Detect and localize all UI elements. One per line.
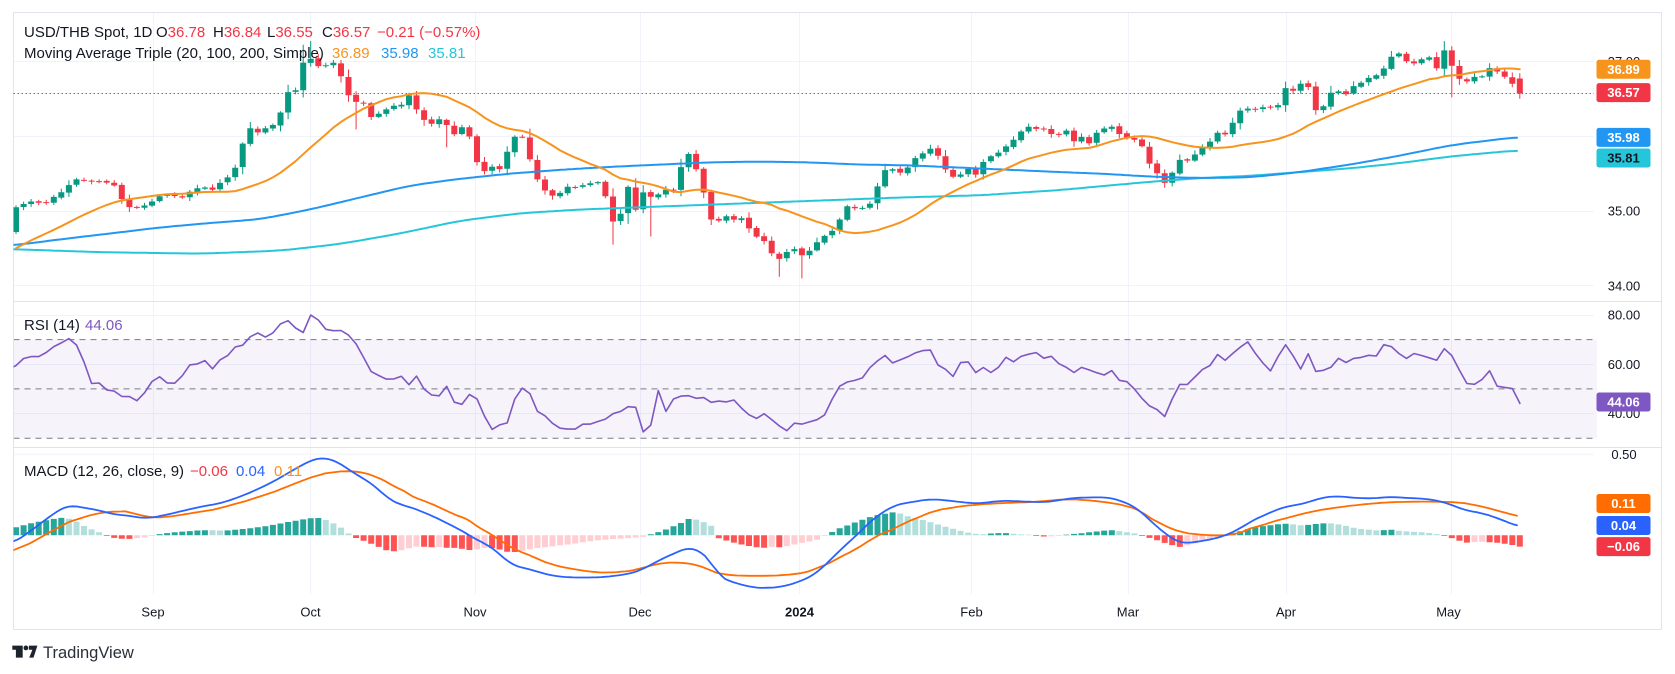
svg-text:35.98: 35.98 bbox=[1607, 130, 1640, 145]
svg-text:Nov: Nov bbox=[463, 605, 487, 620]
svg-text:USD/THB Spot, 1D: USD/THB Spot, 1D bbox=[24, 24, 153, 41]
svg-text:0.11: 0.11 bbox=[274, 463, 302, 480]
svg-text:35.81: 35.81 bbox=[428, 45, 466, 62]
svg-text:Oct: Oct bbox=[300, 605, 321, 620]
svg-text:44.06: 44.06 bbox=[1607, 395, 1640, 410]
svg-text:44.06: 44.06 bbox=[85, 317, 123, 334]
svg-text:H36.84: H36.84 bbox=[213, 24, 261, 41]
svg-text:35.81: 35.81 bbox=[1607, 151, 1640, 166]
svg-text:−0.06: −0.06 bbox=[190, 463, 228, 480]
svg-text:May: May bbox=[1436, 605, 1461, 620]
svg-text:80.00: 80.00 bbox=[1608, 308, 1641, 323]
svg-text:RSI (14): RSI (14) bbox=[24, 317, 80, 334]
svg-text:60.00: 60.00 bbox=[1608, 357, 1641, 372]
svg-text:36.89: 36.89 bbox=[1607, 62, 1640, 77]
svg-text:Apr: Apr bbox=[1276, 605, 1297, 620]
svg-text:2024: 2024 bbox=[785, 605, 815, 620]
svg-text:MACD (12, 26, close, 9): MACD (12, 26, close, 9) bbox=[24, 463, 184, 480]
svg-text:C36.57: C36.57 bbox=[322, 24, 370, 41]
svg-text:−0.21 (−0.57%): −0.21 (−0.57%) bbox=[377, 24, 480, 41]
svg-text:Sep: Sep bbox=[141, 605, 164, 620]
svg-text:35.00: 35.00 bbox=[1608, 204, 1641, 219]
svg-text:TradingView: TradingView bbox=[43, 644, 134, 662]
svg-text:0.50: 0.50 bbox=[1611, 447, 1636, 462]
svg-text:34.00: 34.00 bbox=[1608, 278, 1641, 293]
svg-text:35.98: 35.98 bbox=[381, 45, 419, 62]
svg-text:Mar: Mar bbox=[1117, 605, 1140, 620]
svg-text:Moving Average Triple (20, 100: Moving Average Triple (20, 100, 200, Sim… bbox=[24, 45, 324, 62]
svg-text:0.11: 0.11 bbox=[1611, 496, 1636, 511]
svg-text:36.57: 36.57 bbox=[1607, 85, 1640, 100]
svg-text:L36.55: L36.55 bbox=[267, 24, 313, 41]
svg-text:Feb: Feb bbox=[960, 605, 982, 620]
svg-text:0.04: 0.04 bbox=[1611, 518, 1637, 533]
svg-text:Dec: Dec bbox=[628, 605, 652, 620]
svg-text:−0.06: −0.06 bbox=[1607, 539, 1640, 554]
svg-text:36.89: 36.89 bbox=[332, 45, 370, 62]
svg-text:O36.78: O36.78 bbox=[156, 24, 205, 41]
svg-text:0.04: 0.04 bbox=[236, 463, 265, 480]
